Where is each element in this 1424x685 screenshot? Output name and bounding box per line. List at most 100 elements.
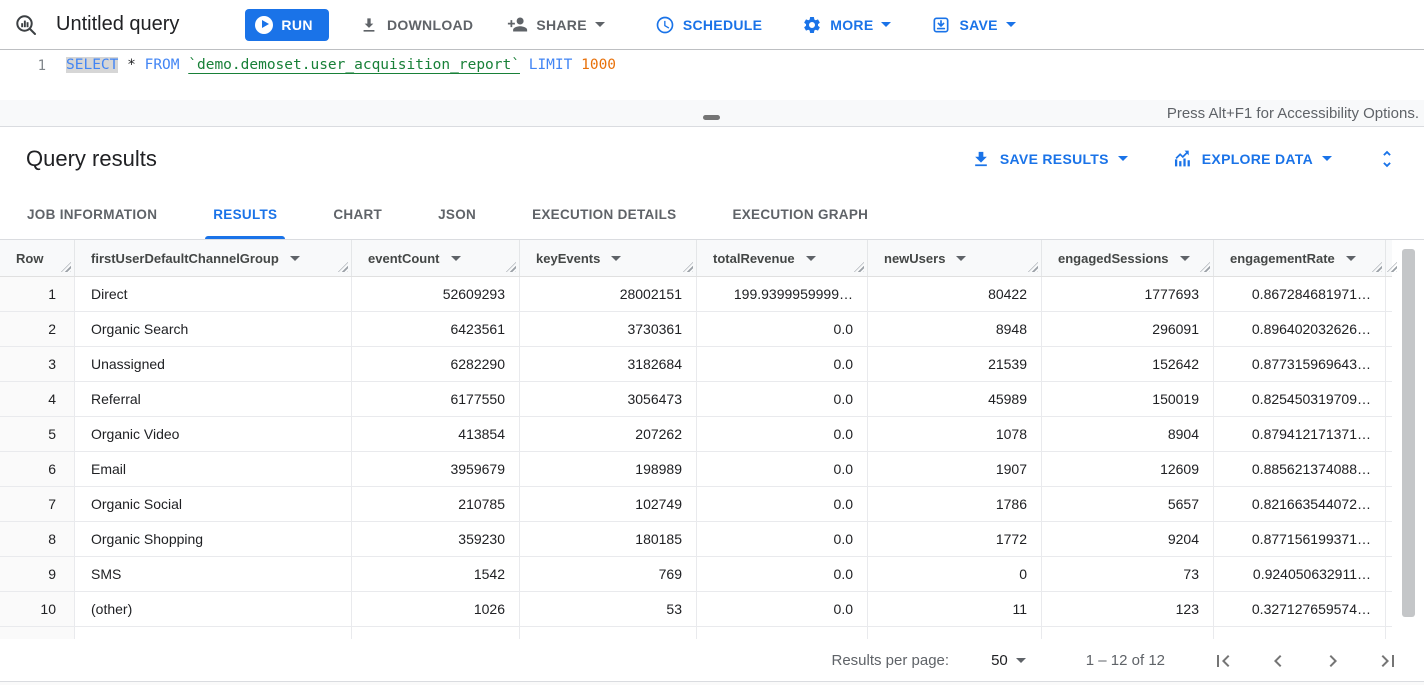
tab-execution-details[interactable]: EXECUTION DETAILS <box>532 190 676 239</box>
table-row: 3 Unassigned 6282290 3182684 0.0 21539 152642 0… <box>0 347 1392 382</box>
explore-data-button[interactable]: EXPLORE DATA <box>1172 148 1332 169</box>
column-header-firstuserdefaultchannelgroup[interactable]: firstUserDefaultChannelGroup <box>75 240 352 276</box>
table-cell: 3056473 <box>520 382 697 416</box>
table-cell: 53 <box>520 592 697 626</box>
page-size-select[interactable]: 50 <box>991 652 1026 669</box>
column-menu-caret-icon[interactable] <box>956 255 967 261</box>
column-resize-grip-icon[interactable] <box>1200 262 1210 272</box>
row-number-cell: 2 <box>0 312 75 346</box>
table-cell: 0.0 <box>697 417 868 451</box>
column-resize-grip-icon[interactable] <box>338 262 348 272</box>
tab-label: JOB INFORMATION <box>27 207 158 222</box>
column-header-keyevents[interactable]: keyEvents <box>520 240 697 276</box>
page-size-value: 50 <box>991 652 1008 669</box>
table-row: 4 Referral 6177550 3056473 0.0 45989 150019 0.8… <box>0 382 1392 417</box>
results-per-page-label: Results per page: <box>831 652 950 669</box>
table-cell: 28002151 <box>520 277 697 311</box>
table-vertical-scrollbar[interactable] <box>1402 249 1415 617</box>
column-resize-grip-icon[interactable] <box>1372 262 1382 272</box>
tab-chart[interactable]: CHART <box>333 190 382 239</box>
sql-code-line[interactable]: SELECT * FROM `demo.demoset.user_acquisi… <box>66 57 616 73</box>
column-header-totalrevenue[interactable]: totalRevenue <box>697 240 868 276</box>
expand-panel-icon[interactable] <box>1376 148 1398 170</box>
tab-label: JSON <box>438 207 477 222</box>
table-row: 1 Direct 52609293 28002151 199.9399959999… 80… <box>0 277 1392 312</box>
table-cell: 1772 <box>868 522 1042 556</box>
row-number-cell: 4 <box>0 382 75 416</box>
table-cell: 937 <box>352 627 520 639</box>
column-resize-grip-icon[interactable] <box>61 262 71 272</box>
save-button[interactable]: SAVE <box>931 15 1016 35</box>
table-cell: 3182684 <box>520 347 697 381</box>
tab-json[interactable]: JSON <box>438 190 476 239</box>
column-menu-caret-icon[interactable] <box>611 255 622 261</box>
first-page-button[interactable] <box>1211 649 1235 673</box>
table-cell: 0.0 <box>697 452 868 486</box>
column-header-engagedsessions[interactable]: engagedSessions <box>1042 240 1214 276</box>
pane-resize-handle[interactable] <box>703 115 720 120</box>
share-button[interactable]: SHARE <box>507 14 605 35</box>
sql-token-keyword: FROM <box>144 57 180 73</box>
tab-job-information[interactable]: JOB INFORMATION <box>27 190 157 239</box>
column-menu-caret-icon[interactable] <box>1345 255 1356 261</box>
column-resize-grip-icon[interactable] <box>1028 262 1038 272</box>
table-row: 2 Organic Search 6423561 3730361 0.0 8948 2960… <box>0 312 1392 347</box>
table-cell: 0.877156199371… <box>1214 522 1386 556</box>
column-menu-caret-icon[interactable] <box>450 255 461 261</box>
table-cell: 359230 <box>352 522 520 556</box>
table-row: 9 SMS 1542 769 0.0 0 73 0.924050632911… <box>0 557 1392 592</box>
column-menu-caret-icon[interactable] <box>289 255 300 261</box>
save-results-button[interactable]: SAVE RESULTS <box>971 149 1128 169</box>
person-add-icon <box>508 17 528 32</box>
column-header-engagementrate[interactable]: engagementRate <box>1214 240 1386 276</box>
table-cell: Unassigned <box>75 347 352 381</box>
table-cell: Organic Search <box>75 312 352 346</box>
column-menu-caret-icon[interactable] <box>1179 255 1190 261</box>
table-cell: 0.867284681971… <box>1214 277 1386 311</box>
column-header-row[interactable]: Row <box>0 240 75 276</box>
chevron-down-icon <box>1117 156 1128 161</box>
table-cell: 150019 <box>1042 382 1214 416</box>
next-page-button[interactable] <box>1321 649 1345 673</box>
tab-results[interactable]: RESULTS <box>205 190 286 239</box>
column-resize-grip-icon[interactable] <box>854 262 864 272</box>
last-page-button[interactable] <box>1376 649 1400 673</box>
schedule-button[interactable]: SCHEDULE <box>655 15 762 35</box>
table-cell: 1078 <box>868 417 1042 451</box>
table-cell: 0.0 <box>697 487 868 521</box>
column-menu-caret-icon[interactable] <box>805 255 816 261</box>
table-cell: 1542 <box>352 557 520 591</box>
column-header-label: totalRevenue <box>713 250 795 266</box>
column-header-newusers[interactable]: newUsers <box>868 240 1042 276</box>
table-cell: 0.924050632911… <box>1214 557 1386 591</box>
table-cell: 180185 <box>520 522 697 556</box>
run-button-label: RUN <box>281 16 313 33</box>
previous-page-button[interactable] <box>1266 649 1290 673</box>
table-cell: SMS <box>75 557 352 591</box>
tab-execution-graph[interactable]: EXECUTION GRAPH <box>732 190 868 239</box>
table-cell: 199.9399959999… <box>697 277 868 311</box>
row-number-cell: 7 <box>0 487 75 521</box>
column-header-eventcount[interactable]: eventCount <box>352 240 520 276</box>
table-cell: 0.327127659574… <box>1214 592 1386 626</box>
gear-icon <box>804 16 821 33</box>
run-button[interactable]: RUN <box>245 8 329 41</box>
column-header-label: firstUserDefaultChannelGroup <box>91 250 279 266</box>
column-header-label: newUsers <box>884 250 946 266</box>
tab-label: EXECUTION GRAPH <box>732 207 869 222</box>
table-cell: 0.0 <box>697 312 868 346</box>
column-resize-grip-icon[interactable] <box>506 262 516 272</box>
explore-data-chart-icon <box>1174 150 1190 167</box>
download-button[interactable]: DOWNLOAD <box>359 15 473 35</box>
column-resize-grip-icon[interactable] <box>1387 262 1397 272</box>
sql-editor[interactable]: 1 SELECT * FROM `demo.demoset.user_acqui… <box>0 51 1424 127</box>
table-cell: 207262 <box>520 417 697 451</box>
row-number-cell: 8 <box>0 522 75 556</box>
table-cell: (other) <box>75 592 352 626</box>
table-cell: Direct <box>75 277 352 311</box>
column-resize-grip-icon[interactable] <box>683 262 693 272</box>
play-icon <box>255 15 274 34</box>
more-button[interactable]: MORE <box>802 15 892 35</box>
window-bottom-edge <box>0 681 1424 685</box>
table-cell: 21539 <box>868 347 1042 381</box>
